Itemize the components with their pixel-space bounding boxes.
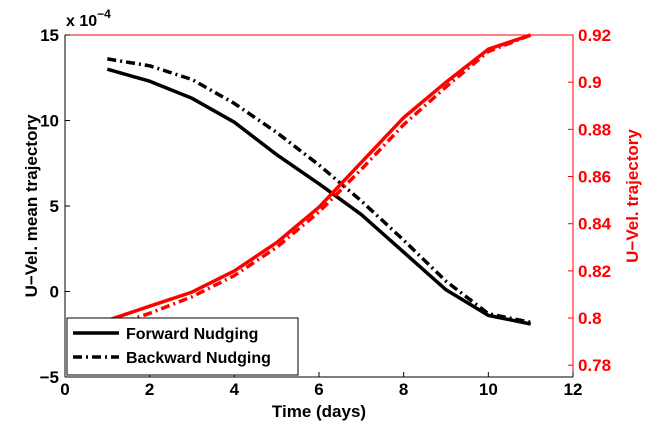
x-tick-label: 4 bbox=[230, 380, 240, 399]
left-tick-label: −5 bbox=[40, 368, 59, 387]
series-line-left-backward bbox=[107, 57, 532, 325]
right-tick-label: 0.82 bbox=[578, 262, 611, 281]
x-axis-label: Time (days) bbox=[272, 402, 366, 421]
left-axis-exponent: x 10−4 bbox=[66, 7, 111, 30]
right-tick-label: 0.84 bbox=[578, 215, 612, 234]
right-tick-label: 0.88 bbox=[578, 120, 611, 139]
left-tick-label: 15 bbox=[40, 26, 59, 45]
series-line-right-forward bbox=[106, 33, 532, 323]
legend: Forward Nudging Backward Nudging bbox=[66, 317, 299, 376]
left-tick-label: 5 bbox=[50, 197, 59, 216]
right-tick-label: 0.92 bbox=[578, 26, 611, 45]
right-tick-label: 0.9 bbox=[578, 73, 602, 92]
x-tick-label: 6 bbox=[314, 380, 323, 399]
x-tick-label: 12 bbox=[564, 380, 583, 399]
series-layer bbox=[106, 33, 532, 330]
legend-label-forward: Forward Nudging bbox=[126, 326, 258, 343]
right-axis-label: U−Vel. trajectory bbox=[623, 129, 642, 263]
x-tick-label: 8 bbox=[399, 380, 408, 399]
series-line-left-forward bbox=[106, 67, 532, 326]
ticks-layer: 0 2 4 6 8 10 12−50510150.780.80.820.840.860.88… bbox=[40, 26, 612, 399]
series-line-right-backward bbox=[106, 33, 532, 330]
x-tick-label: 0 bbox=[60, 380, 69, 399]
x-tick-label: 2 bbox=[145, 380, 154, 399]
left-tick-label: 10 bbox=[40, 112, 59, 131]
left-tick-label: 0 bbox=[50, 283, 59, 302]
legend-box bbox=[66, 317, 299, 376]
legend-label-backward: Backward Nudging bbox=[126, 350, 271, 367]
right-tick-label: 0.78 bbox=[578, 356, 611, 375]
right-tick-label: 0.8 bbox=[578, 309, 602, 328]
right-tick-label: 0.86 bbox=[578, 168, 611, 187]
left-axis-label: U−Vel. mean trajectory bbox=[22, 114, 41, 297]
x-tick-label: 10 bbox=[479, 380, 498, 399]
